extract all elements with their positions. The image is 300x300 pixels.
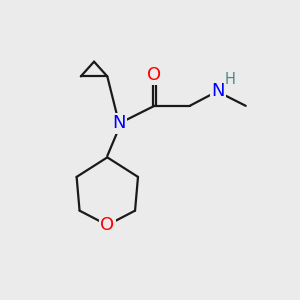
Text: H: H xyxy=(225,72,236,87)
Text: N: N xyxy=(211,82,224,100)
Text: O: O xyxy=(100,216,114,234)
Text: N: N xyxy=(112,115,126,133)
Text: O: O xyxy=(147,66,161,84)
